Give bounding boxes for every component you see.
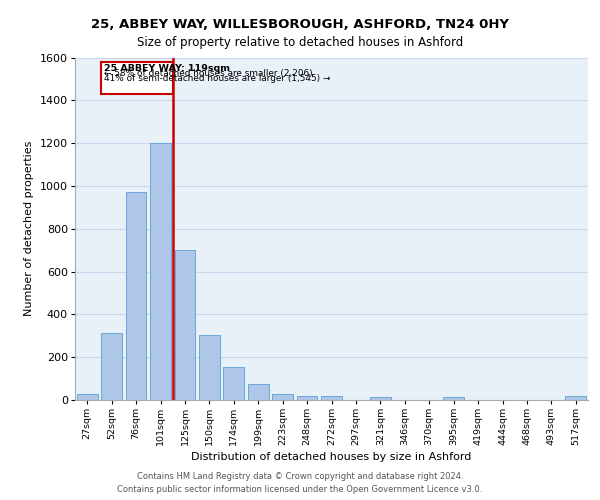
Text: 41% of semi-detached houses are larger (1,545) →: 41% of semi-detached houses are larger (… [104,74,330,84]
Text: ← 58% of detached houses are smaller (2,206): ← 58% of detached houses are smaller (2,… [104,70,312,78]
Bar [101,332,122,400]
Bar [175,250,196,400]
Text: Contains HM Land Registry data © Crown copyright and database right 2024.
Contai: Contains HM Land Registry data © Crown c… [118,472,482,494]
Bar [125,192,146,400]
Bar [321,396,342,400]
Bar [101,62,173,94]
Bar [150,143,171,400]
Text: 25, ABBEY WAY, WILLESBOROUGH, ASHFORD, TN24 0HY: 25, ABBEY WAY, WILLESBOROUGH, ASHFORD, T… [91,18,509,30]
Bar [296,396,317,400]
Bar [565,396,586,400]
X-axis label: Distribution of detached houses by size in Ashford: Distribution of detached houses by size … [191,452,472,462]
Bar [370,398,391,400]
Bar [77,394,98,400]
Text: Size of property relative to detached houses in Ashford: Size of property relative to detached ho… [137,36,463,49]
Bar [443,398,464,400]
Y-axis label: Number of detached properties: Number of detached properties [25,141,34,316]
Text: 25 ABBEY WAY: 119sqm: 25 ABBEY WAY: 119sqm [104,64,230,73]
Bar [272,394,293,400]
Bar [223,367,244,400]
Bar [199,334,220,400]
Bar [248,384,269,400]
